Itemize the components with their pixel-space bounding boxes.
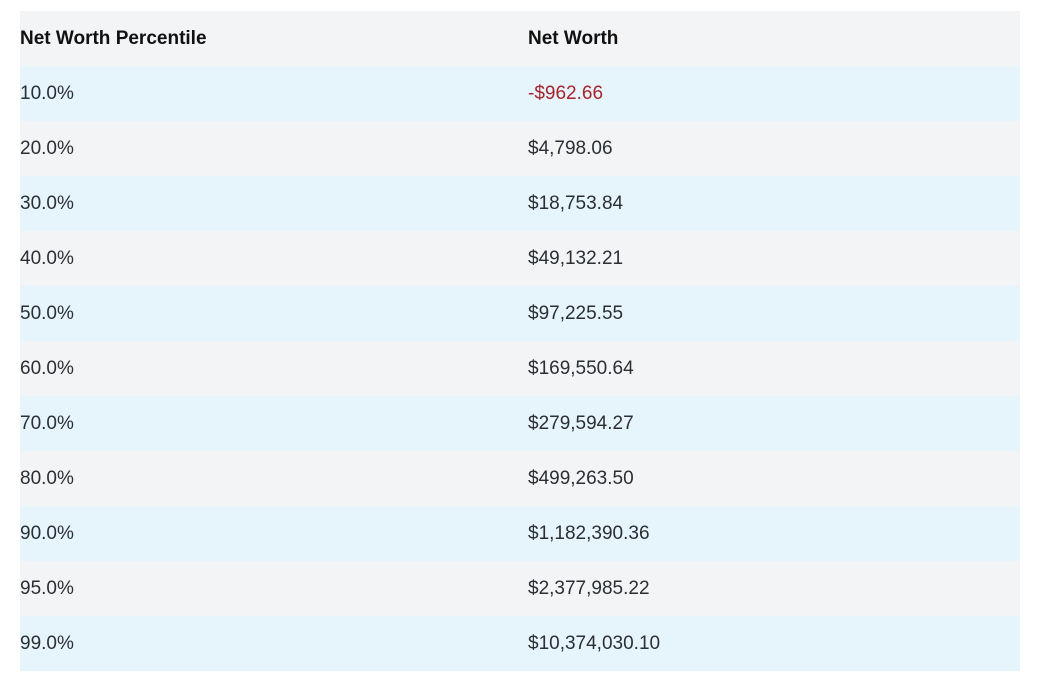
table-row: 50.0% $97,225.55 [20,286,1020,341]
percentile-cell: 10.0% [20,82,74,104]
percentile-cell: 50.0% [20,302,74,324]
table-row: 30.0% $18,753.84 [20,176,1020,231]
table-row: 80.0% $499,263.50 [20,451,1020,506]
net-worth-cell: $1,182,390.36 [528,522,650,544]
percentile-cell: 20.0% [20,137,74,159]
percentile-cell: 95.0% [20,577,74,599]
percentile-cell: 70.0% [20,412,74,434]
percentile-cell: 80.0% [20,467,74,489]
net-worth-cell: $279,594.27 [528,412,634,434]
table-header-row: Net Worth Percentile Net Worth [20,11,1020,66]
table-row: 20.0% $4,798.06 [20,121,1020,176]
header-net-worth-percentile[interactable]: Net Worth Percentile [20,27,207,49]
table-body: 10.0% -$962.66 20.0% $4,798.06 30.0% $18… [20,66,1020,671]
table-row: 40.0% $49,132.21 [20,231,1020,286]
net-worth-cell: $499,263.50 [528,467,634,489]
table-row: 90.0% $1,182,390.36 [20,506,1020,561]
percentile-cell: 30.0% [20,192,74,214]
net-worth-cell: $2,377,985.22 [528,577,650,599]
percentile-cell: 99.0% [20,632,74,654]
net-worth-percentile-table: Net Worth Percentile Net Worth 10.0% -$9… [20,11,1020,671]
net-worth-cell: $97,225.55 [528,302,624,324]
table-row: 60.0% $169,550.64 [20,341,1020,396]
header-net-worth[interactable]: Net Worth [528,27,619,49]
percentile-cell: 60.0% [20,357,74,379]
table-row: 99.0% $10,374,030.10 [20,616,1020,671]
table-row: 70.0% $279,594.27 [20,396,1020,451]
table-row: 10.0% -$962.66 [20,66,1020,121]
table-row: 95.0% $2,377,985.22 [20,561,1020,616]
net-worth-table-container: Net Worth Percentile Net Worth 10.0% -$9… [20,11,1020,671]
net-worth-cell: $10,374,030.10 [528,632,661,654]
percentile-cell: 40.0% [20,247,74,269]
net-worth-cell: $169,550.64 [528,357,634,379]
net-worth-cell: $49,132.21 [528,247,624,269]
net-worth-cell: -$962.66 [528,82,604,104]
percentile-cell: 90.0% [20,522,74,544]
net-worth-cell: $18,753.84 [528,192,624,214]
net-worth-cell: $4,798.06 [528,137,613,159]
